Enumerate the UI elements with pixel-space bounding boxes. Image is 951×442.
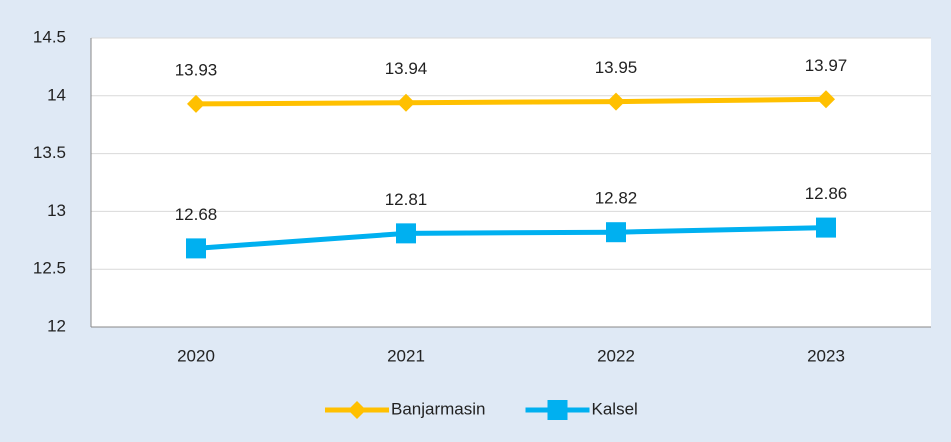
data-label: 13.93 [175,60,218,79]
legend-label: Kalsel [592,399,638,418]
data-label: 13.95 [595,58,638,77]
marker [397,93,415,112]
marker [816,217,836,238]
series-line [195,225,827,251]
marker [817,90,835,109]
legend-label: Banjarmasin [391,399,486,418]
data-label: 12.81 [385,190,428,209]
marker [187,94,205,113]
y-tick-label: 13 [47,201,66,220]
x-tick-label: 2021 [387,346,425,365]
data-label: 13.94 [385,59,428,78]
x-tick-label: 2020 [177,346,215,365]
y-tick-label: 12 [47,316,66,335]
series-line [195,96,827,107]
marker [606,222,626,243]
data-label: 12.82 [595,189,638,208]
data-label: 12.68 [175,205,218,224]
data-label: 12.86 [805,184,848,203]
marker [396,223,416,244]
marker [348,401,366,419]
x-tick-label: 2022 [597,346,635,365]
y-tick-label: 14.5 [33,27,66,46]
x-tick-label: 2023 [807,346,845,365]
plot-area [91,38,931,327]
y-tick-label: 12.5 [33,259,66,278]
marker [547,400,568,420]
data-label: 13.97 [805,56,848,75]
y-tick-label: 14 [47,85,66,104]
y-tick-label: 13.5 [33,143,66,162]
marker [186,238,206,259]
marker [607,92,625,111]
